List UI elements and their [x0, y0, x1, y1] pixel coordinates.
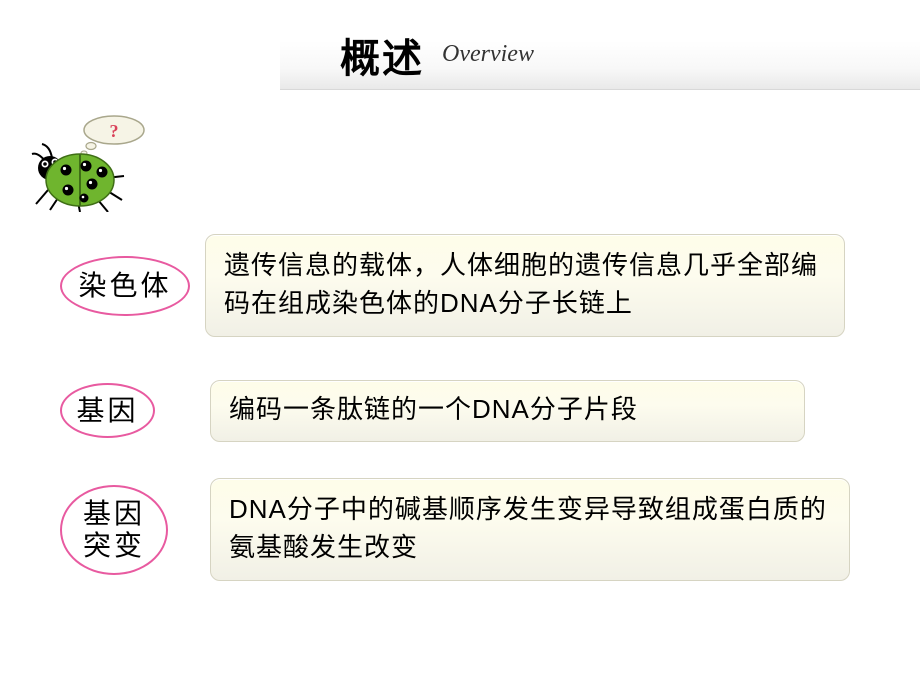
page-title: 概述 [340, 26, 424, 84]
term-chromosome: 染色体 [60, 256, 190, 316]
concept-row-chromosome: 染色体 遗传信息的载体，人体细胞的遗传信息几乎全部编码在组成染色体的DNA分子长… [60, 234, 845, 337]
term-label-line2: 突变 [83, 530, 145, 562]
svg-text:?: ? [110, 121, 119, 141]
term-label-line1: 基因 [83, 498, 145, 530]
desc-mutation: DNA分子中的碱基顺序发生变异导致组成蛋白质的氨基酸发生改变 [210, 478, 850, 581]
desc-text: DNA分子中的碱基顺序发生变异导致组成蛋白质的氨基酸发生改变 [229, 494, 827, 562]
page-subtitle: Overview [442, 41, 534, 68]
desc-text: 遗传信息的载体，人体细胞的遗传信息几乎全部编码在组成染色体的DNA分子长链上 [224, 250, 818, 318]
desc-gene: 编码一条肽链的一个DNA分子片段 [210, 380, 805, 442]
ladybug-icon: ? [28, 112, 158, 212]
term-mutation: 基因 突变 [60, 485, 168, 575]
concept-row-gene: 基因 编码一条肽链的一个DNA分子片段 [60, 380, 805, 442]
desc-text: 编码一条肽链的一个DNA分子片段 [229, 394, 638, 424]
title-band: 概述 Overview [280, 20, 920, 90]
term-label: 基因 [76, 395, 138, 427]
desc-chromosome: 遗传信息的载体，人体细胞的遗传信息几乎全部编码在组成染色体的DNA分子长链上 [205, 234, 845, 337]
term-label: 染色体 [78, 270, 171, 302]
term-gene: 基因 [60, 383, 155, 438]
concept-row-mutation: 基因 突变 DNA分子中的碱基顺序发生变异导致组成蛋白质的氨基酸发生改变 [60, 478, 850, 581]
